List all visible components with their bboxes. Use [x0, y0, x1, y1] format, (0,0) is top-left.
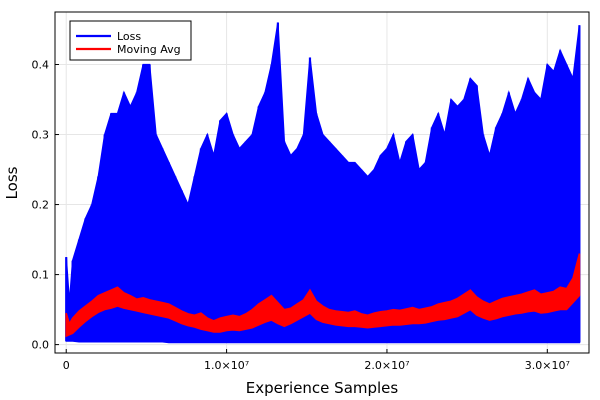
legend-box — [69, 20, 192, 61]
y-tick-label: 0.0 — [32, 339, 50, 352]
y-tick-label: 0.4 — [32, 59, 50, 72]
x-tick-label: 0 — [63, 359, 70, 372]
y-tick-label: 0.3 — [32, 129, 50, 142]
y-axis-title: Loss — [3, 166, 21, 199]
y-tick-label: 0.2 — [32, 199, 50, 212]
legend-label-moving-avg: Moving Avg — [117, 43, 181, 56]
legend: Loss Moving Avg — [69, 20, 192, 61]
x-tick-label: 3.0×10⁷ — [525, 359, 570, 372]
legend-label-loss: Loss — [117, 30, 141, 43]
x-axis-title: Experience Samples — [246, 379, 399, 397]
x-tick-label: 2.0×10⁷ — [364, 359, 409, 372]
series-layer — [65, 22, 581, 344]
y-tick-label: 0.1 — [32, 269, 50, 282]
x-tick-label: 1.0×10⁷ — [204, 359, 249, 372]
plot-frame — [54, 11, 590, 354]
axis-ticks: 0 1.0×10⁷ 2.0×10⁷ 3.0×10⁷ 0.0 0.1 0.2 0.3 0.4 — [32, 59, 570, 372]
